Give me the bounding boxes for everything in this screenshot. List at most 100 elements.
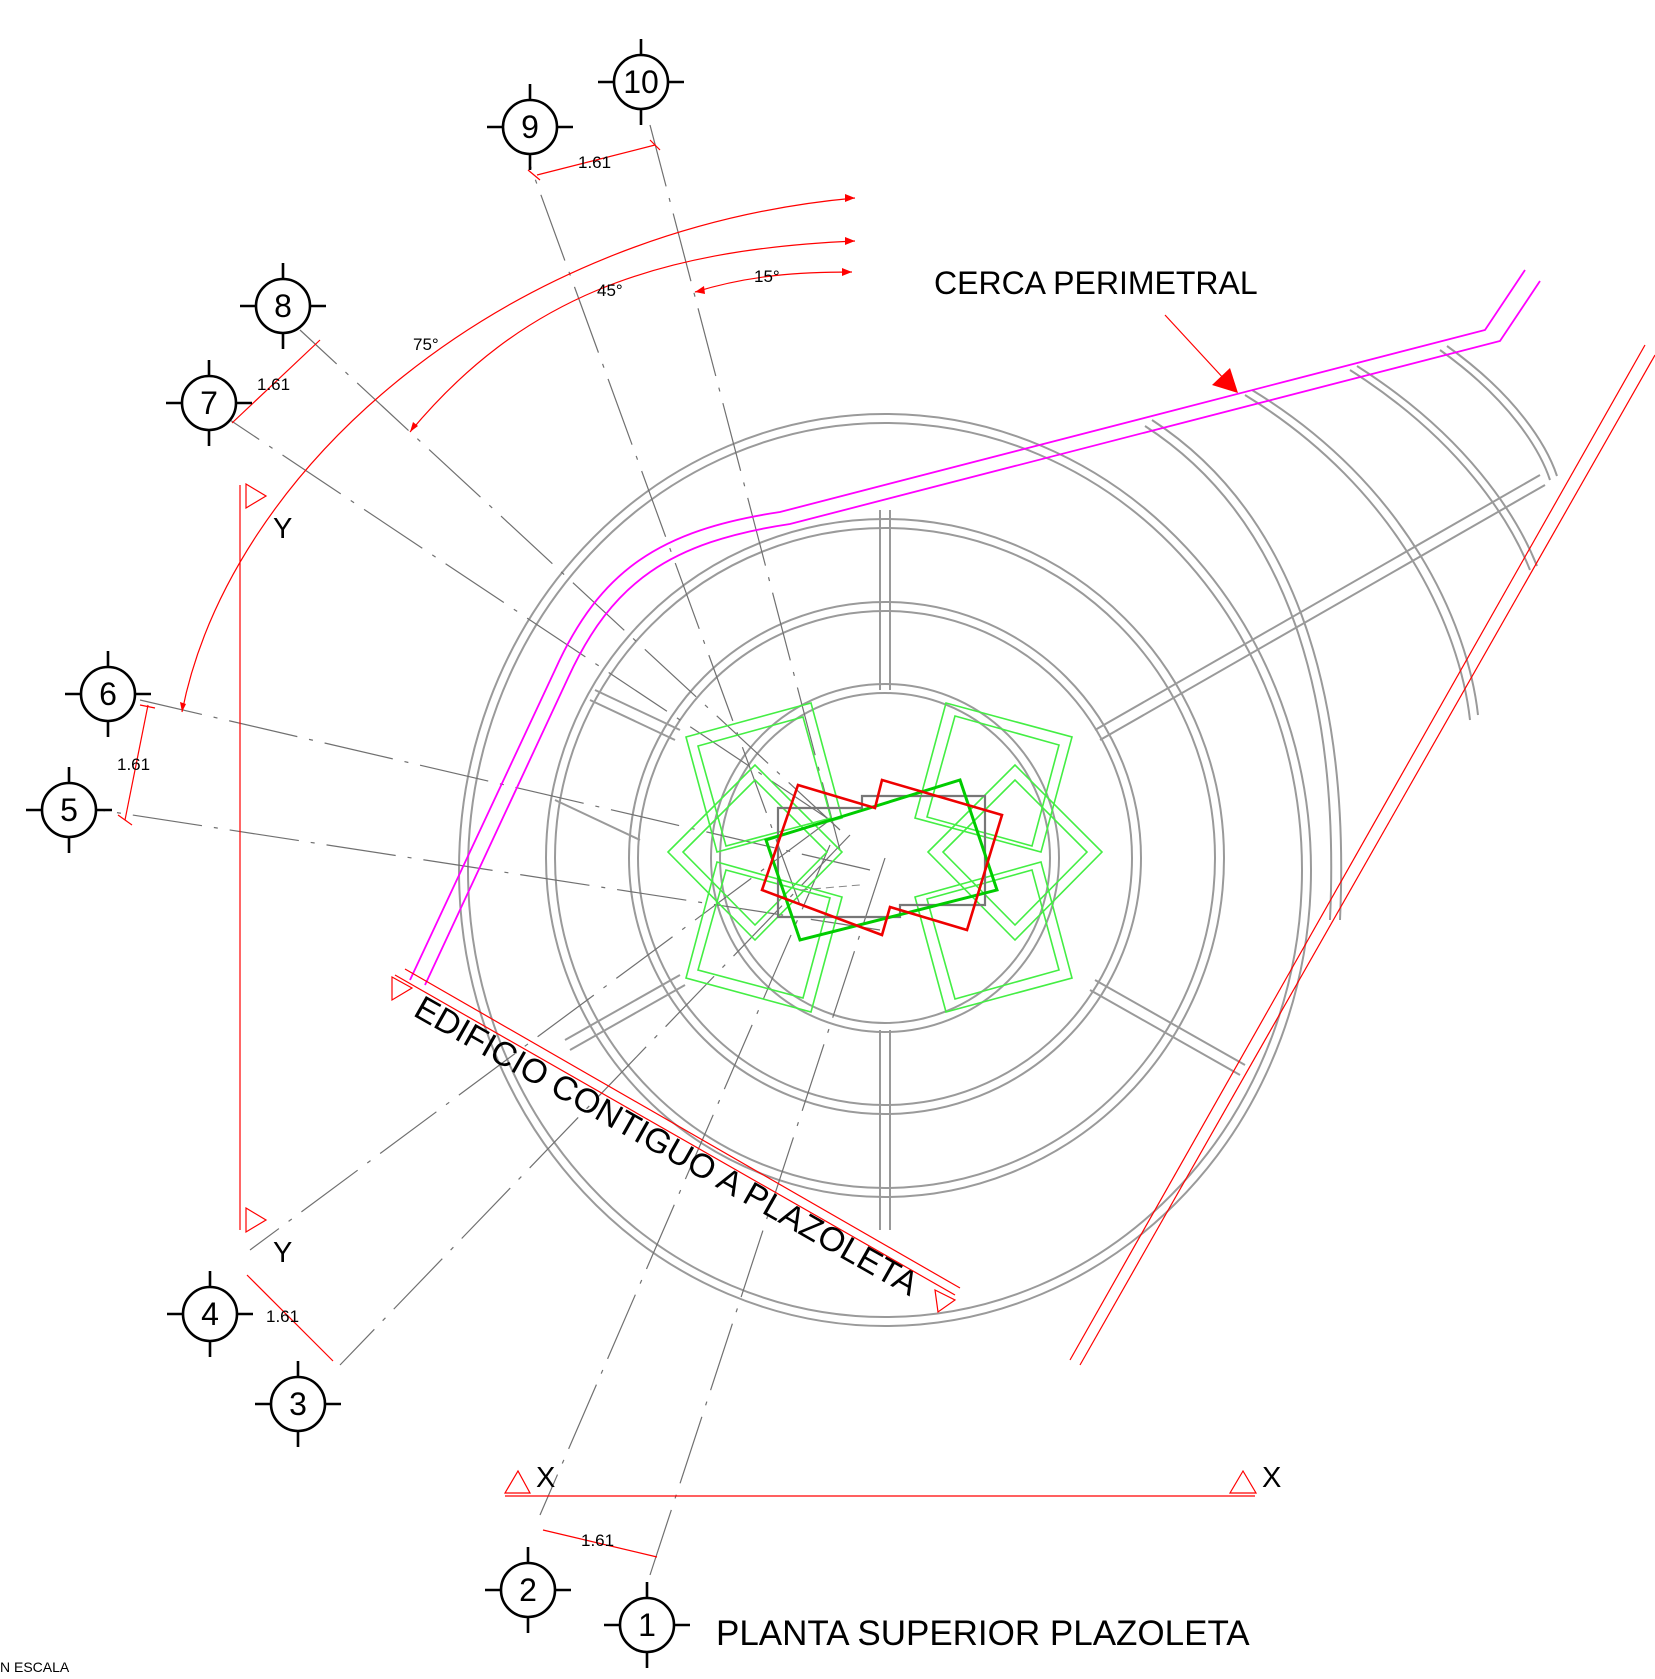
right-boundary-b	[1079, 354, 1655, 1366]
section-triangle-y-top	[245, 482, 268, 510]
section-x-left: X	[536, 1462, 555, 1494]
grid-label-9: 9	[521, 109, 539, 145]
grid-bubble-5: 5	[26, 767, 112, 853]
spoke-sw-b	[569, 984, 686, 1051]
ring-outer-a	[554, 527, 1216, 1189]
outer-arc-3	[1244, 394, 1471, 721]
frame-se-inner	[926, 869, 1060, 1000]
right-boundary-a	[1069, 344, 1646, 1361]
fence-line-inner	[409, 269, 1526, 981]
scale-note: N ESCALA	[0, 1659, 70, 1674]
centerline-3	[339, 834, 851, 1366]
grid-label-3: 3	[289, 1386, 307, 1422]
diamond-e-outer	[926, 763, 1104, 942]
arrow-15-end	[842, 268, 852, 276]
spoke-sw-a	[564, 974, 681, 1041]
grid-label-5: 5	[60, 792, 78, 828]
centerline-1	[649, 857, 886, 1576]
ring-inner-a	[719, 692, 1051, 1024]
frame-se-outer	[914, 861, 1073, 1013]
core-grey	[776, 794, 987, 919]
dim-9-10-ext-b	[649, 139, 661, 151]
ring-mid-b	[628, 601, 1142, 1115]
centerline-6	[139, 699, 871, 871]
adjacent-building-line-b	[404, 968, 961, 1289]
dimensions	[117, 139, 1655, 1558]
dim-text-3-4: 1.61	[266, 1307, 299, 1326]
section-y-top: Y	[273, 513, 292, 545]
section-letters: X X Y Y	[273, 513, 1281, 1494]
ring-inner-b	[710, 683, 1060, 1033]
grid-label-1: 1	[638, 1607, 656, 1643]
plaza-geometry	[458, 345, 1558, 1327]
centerline-8	[299, 329, 841, 831]
diamond-e-inner	[941, 778, 1089, 927]
grid-bubble-8: 8	[240, 263, 326, 349]
spoke-se-b	[1089, 989, 1241, 1076]
green-frames	[666, 702, 1104, 1013]
core-green	[764, 778, 999, 942]
spoke-ne-a	[1094, 474, 1541, 731]
core	[760, 778, 1004, 942]
outer-arc-2	[1151, 419, 1343, 921]
spoke-nw-a	[594, 689, 681, 731]
outer-arc-4	[1251, 389, 1479, 716]
grid-label-2: 2	[519, 1572, 537, 1608]
fence-leader-arrow	[1212, 368, 1238, 393]
outer-arc-7	[1439, 349, 1551, 481]
section-triangle-bldg-bottom	[934, 1288, 957, 1314]
dim-text-5-6: 1.61	[117, 755, 150, 774]
centerline-5	[99, 809, 881, 931]
dim-5-6-tick-b	[139, 704, 156, 709]
grid-bubble-10: 10	[598, 39, 684, 125]
fence-label: CERCA PERIMETRAL	[934, 265, 1258, 301]
centerline-10	[649, 124, 841, 851]
section-triangle-y-bottom	[245, 1206, 268, 1234]
ring-outer-b	[545, 518, 1225, 1198]
centerline-2	[539, 844, 831, 1516]
fence-leader	[1164, 314, 1226, 381]
arrow-45-end	[845, 237, 855, 245]
arc-75	[181, 197, 856, 713]
arc-15	[694, 271, 853, 293]
dim-9-10	[536, 144, 656, 176]
adjacent-building-line-a	[394, 974, 956, 1296]
ring-large-a	[467, 422, 1303, 1318]
spoke-se-a	[1094, 979, 1246, 1066]
frame-sw-outer	[685, 861, 843, 1013]
grid-centerlines	[99, 124, 886, 1576]
frame-nw-inner	[697, 716, 832, 847]
core-red	[760, 778, 1004, 937]
grid-label-10: 10	[623, 64, 659, 100]
spoke-wsw-a	[554, 799, 641, 841]
spoke-nw-b	[589, 699, 676, 741]
arrow-45-start	[410, 422, 418, 432]
frame-ne-inner	[926, 715, 1060, 847]
spoke-ne-b	[1099, 484, 1546, 741]
dim-7-8	[231, 339, 321, 424]
grid-bubble-9: 9	[487, 84, 573, 170]
drawing-title: PLANTA SUPERIOR PLAZOLETA	[716, 1614, 1250, 1653]
grid-label-6: 6	[99, 676, 117, 712]
arrow-75-end	[845, 194, 855, 202]
centerline-7	[214, 409, 831, 821]
grid-label-8: 8	[274, 288, 292, 324]
angle-text-45: 45°	[597, 281, 623, 300]
ring-mid-a	[637, 610, 1133, 1106]
outer-arc-6	[1356, 365, 1538, 567]
section-triangle-bldg-top	[391, 975, 414, 1002]
dim-9-10-ext-a	[527, 169, 541, 181]
diamond-w-inner	[681, 778, 829, 927]
dim-5-6-tick-a	[117, 814, 133, 826]
section-y-bottom: Y	[273, 1237, 292, 1269]
frame-sw-inner	[697, 869, 831, 999]
dim-text-1-2: 1.61	[581, 1531, 614, 1550]
dim-text-9-10: 1.61	[578, 153, 611, 172]
frame-ne-outer	[914, 702, 1073, 853]
angle-text-75: 75°	[413, 335, 439, 354]
dim-text-7-8: 1.61	[257, 375, 290, 394]
centerline-9	[529, 164, 801, 906]
core-diag-1	[799, 884, 861, 891]
